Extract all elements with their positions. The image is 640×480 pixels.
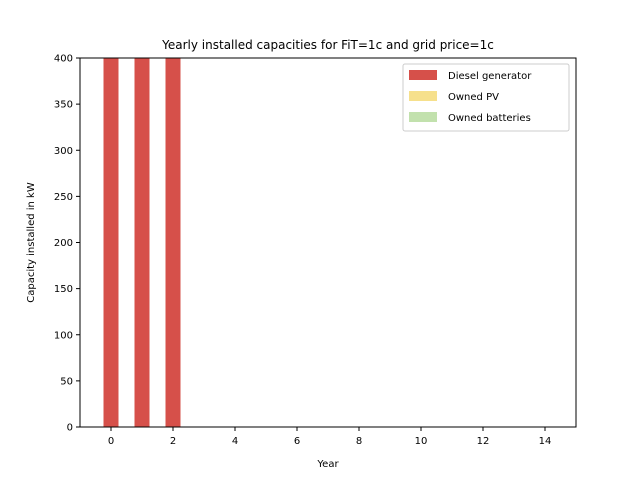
legend-swatch xyxy=(409,91,437,101)
bar-diesel-generator-year-1 xyxy=(134,58,150,427)
bars-group xyxy=(103,58,181,427)
y-tick-label: 350 xyxy=(54,100,73,111)
bar-diesel-generator-year-2 xyxy=(165,58,181,427)
y-tick-label: 250 xyxy=(54,192,73,203)
legend-box xyxy=(402,63,570,132)
x-tick-label: 14 xyxy=(539,436,552,447)
y-axis-label: Capacity installed in kW xyxy=(26,182,37,303)
x-tick-label: 6 xyxy=(294,436,300,447)
legend-swatch xyxy=(409,112,437,122)
y-axis-ticks: 0 50 100 150 200 250 300 350 400 xyxy=(54,54,80,434)
plot-frame xyxy=(79,57,577,428)
y-tick-label: 150 xyxy=(54,284,73,295)
legend-swatch xyxy=(409,70,437,80)
x-tick-label: 10 xyxy=(415,436,428,447)
chart-title: Yearly installed capacities for FiT=1c a… xyxy=(161,38,494,52)
y-tick-label: 400 xyxy=(54,54,73,65)
y-tick-label: 100 xyxy=(54,330,73,341)
y-tick-label: 200 xyxy=(54,238,73,249)
legend-label: Owned batteries xyxy=(448,113,531,124)
y-tick-label: 50 xyxy=(60,376,73,387)
bar-diesel-generator-year-0 xyxy=(103,58,119,427)
x-tick-label: 2 xyxy=(170,436,176,447)
y-tick-label: 300 xyxy=(54,146,73,157)
y-tick-label: 0 xyxy=(67,423,73,434)
legend-label: Owned PV xyxy=(448,92,499,103)
x-tick-label: 12 xyxy=(477,436,490,447)
x-tick-label: 4 xyxy=(232,436,238,447)
x-axis-label: Year xyxy=(316,459,339,470)
x-tick-label: 8 xyxy=(356,436,362,447)
legend-label: Diesel generator xyxy=(448,71,532,82)
x-tick-label: 0 xyxy=(108,436,114,447)
legend: Diesel generator Owned PV Owned batteries xyxy=(402,63,570,132)
x-axis-ticks: 0 2 4 6 8 10 12 14 xyxy=(108,427,552,447)
